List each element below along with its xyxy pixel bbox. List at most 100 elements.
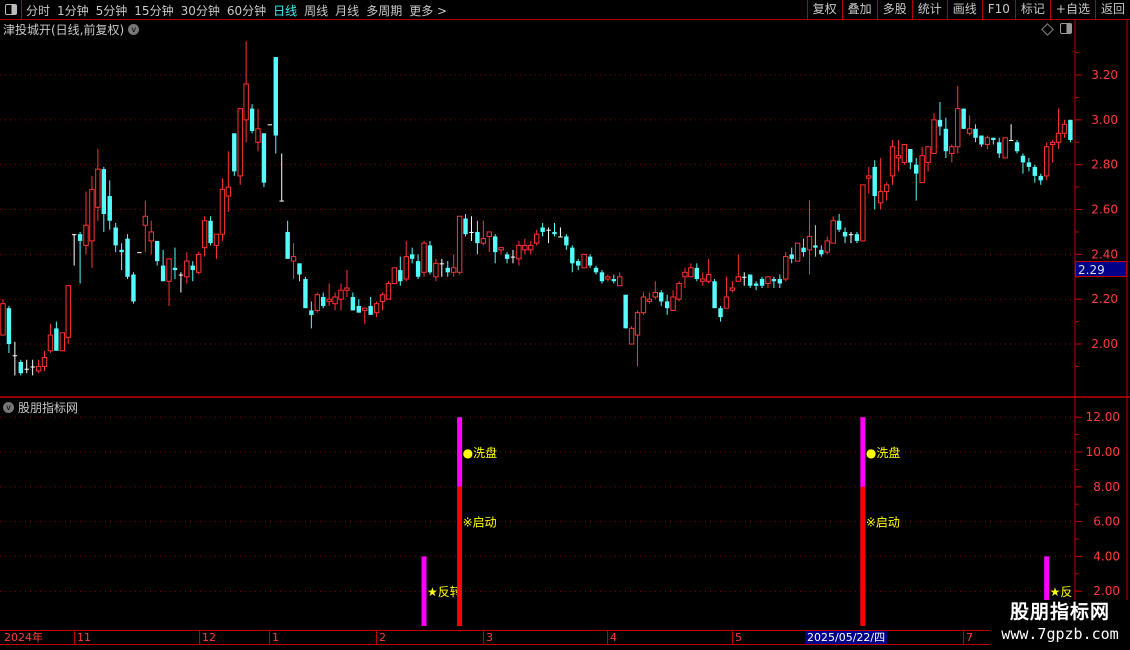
panel-layout-icon[interactable] — [1060, 23, 1072, 34]
candle-body — [273, 57, 278, 136]
candle-body — [261, 133, 267, 183]
candle — [279, 153, 284, 202]
candle-body — [469, 231, 474, 233]
candle-body — [350, 296, 356, 311]
candle-body — [219, 188, 226, 235]
candle — [480, 220, 487, 246]
candle-body — [184, 260, 190, 278]
period-tab[interactable]: 多周期 — [366, 4, 403, 18]
period-tab[interactable]: 更多 > — [409, 4, 448, 18]
candle-body — [866, 175, 872, 179]
candle — [587, 254, 593, 268]
candle — [558, 227, 563, 238]
candle — [771, 276, 777, 288]
toolbar-button[interactable]: 标记 — [1014, 0, 1050, 19]
candle-body — [101, 169, 107, 215]
candle-body — [646, 298, 653, 302]
period-tab[interactable]: 15分钟 — [134, 4, 174, 18]
candle — [89, 175, 95, 268]
panel-toggle-icon[interactable] — [0, 0, 22, 19]
candle-body — [670, 296, 676, 311]
price-tick-label: 2.60 — [1091, 203, 1118, 217]
candle — [623, 294, 628, 329]
candle — [836, 214, 842, 232]
candle-body — [362, 307, 368, 311]
candle — [729, 281, 736, 293]
chevron-down-icon[interactable]: v — [128, 24, 140, 35]
candle-body — [718, 308, 723, 318]
candle — [528, 240, 534, 255]
candle — [338, 283, 344, 311]
candle — [877, 157, 884, 210]
candle-body — [700, 278, 706, 282]
toolbar-button[interactable]: 叠加 — [841, 0, 877, 19]
candle-body — [688, 267, 694, 278]
candle-body — [279, 200, 284, 202]
period-tab[interactable]: 日线 — [273, 4, 298, 18]
candle — [201, 216, 208, 257]
candle — [806, 200, 813, 275]
candle-body — [232, 133, 237, 172]
period-tab[interactable]: 30分钟 — [180, 4, 220, 18]
toolbar-button[interactable]: +自选 — [1049, 0, 1095, 19]
period-tab[interactable]: 60分钟 — [226, 4, 267, 18]
toolbar-button[interactable]: 复权 — [806, 0, 842, 19]
candle-body — [564, 236, 569, 246]
toolbar-button[interactable]: 画线 — [946, 0, 982, 19]
candle-body — [24, 368, 29, 370]
candle-body — [552, 231, 557, 235]
candle — [119, 243, 124, 271]
signal-bar — [457, 486, 463, 626]
candle — [303, 276, 308, 309]
toolbar-button[interactable]: 返回 — [1094, 0, 1130, 19]
candle-body — [949, 146, 955, 154]
candle — [356, 299, 361, 313]
period-tab[interactable]: 周线 — [304, 4, 329, 18]
candle — [1026, 157, 1032, 172]
candle — [753, 281, 759, 291]
candle — [398, 256, 403, 286]
candle-body — [753, 283, 759, 286]
candle-body — [125, 238, 130, 277]
period-tab[interactable]: 月线 — [335, 4, 360, 18]
candle-body — [195, 253, 202, 273]
candle — [285, 220, 290, 259]
candle-body — [373, 303, 380, 314]
indicator-name: 股朋指标网 — [18, 401, 79, 415]
candle-body — [83, 224, 89, 246]
period-tab[interactable]: 分时 — [26, 4, 51, 18]
candle — [949, 144, 955, 163]
candle-body — [895, 155, 902, 159]
candle-body — [889, 146, 896, 177]
candle-body — [997, 142, 1002, 154]
candle-body — [783, 256, 789, 280]
candle — [190, 261, 195, 282]
candle — [848, 231, 854, 244]
candle-body — [854, 234, 860, 241]
candle — [326, 283, 332, 306]
candle-body — [819, 249, 824, 255]
candle-body — [178, 274, 184, 276]
candle-body — [480, 238, 487, 244]
candle-body — [59, 332, 65, 352]
candle — [219, 178, 226, 241]
signal-label: ★反转 — [427, 584, 462, 599]
candle-body — [201, 220, 208, 249]
candle — [131, 272, 136, 304]
chevron-down-icon[interactable]: v — [3, 402, 14, 413]
candle — [925, 146, 931, 172]
toolbar-button[interactable]: F10 — [981, 0, 1015, 19]
period-tab[interactable]: 1分钟 — [57, 4, 89, 18]
candle-body — [1008, 140, 1014, 142]
candle — [30, 359, 35, 376]
candle — [889, 140, 896, 185]
toolbar-button[interactable]: 统计 — [911, 0, 947, 19]
candle-body — [1038, 175, 1043, 181]
toolbar-button[interactable]: 多股 — [876, 0, 912, 19]
period-tab[interactable]: 5分钟 — [95, 4, 128, 18]
candle-body — [611, 279, 616, 282]
date-axis-label: 1 — [269, 631, 279, 644]
signal-label: ※启动 — [463, 516, 497, 530]
indicator-tick-label: 8.00 — [1093, 480, 1120, 494]
